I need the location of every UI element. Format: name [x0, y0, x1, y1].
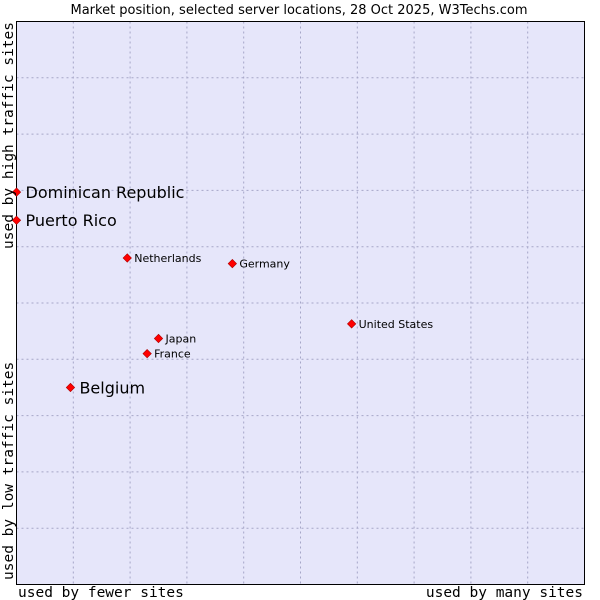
point-marker	[346, 319, 357, 329]
point-united-states[interactable]: United States	[346, 318, 434, 331]
point-label: Netherlands	[134, 252, 201, 265]
point-dominican-republic[interactable]: Dominican Republic	[11, 183, 185, 202]
point-marker	[65, 382, 76, 393]
point-label: Belgium	[79, 378, 145, 397]
point-label: Germany	[239, 258, 290, 271]
point-germany[interactable]: Germany	[227, 258, 290, 271]
grid	[16, 21, 585, 585]
point-label: France	[154, 348, 191, 361]
point-netherlands[interactable]: Netherlands	[122, 252, 202, 265]
x-axis-label-right: used by many sites	[426, 585, 583, 600]
data-points: Dominican Republic Puerto Rico Netherlands…	[11, 183, 434, 397]
y-axis-label-top: used by high traffic sites	[1, 22, 17, 249]
plot-area: Dominican Republic Puerto Rico Netherlands…	[11, 21, 585, 585]
point-marker	[11, 215, 22, 225]
point-marker	[122, 253, 132, 263]
point-japan[interactable]: Japan	[153, 332, 197, 345]
point-belgium[interactable]: Belgium	[65, 378, 145, 397]
point-marker	[11, 187, 22, 197]
point-marker	[227, 258, 237, 269]
plot-border	[16, 21, 585, 585]
point-label: Japan	[165, 332, 197, 345]
point-label: Dominican Republic	[26, 183, 185, 202]
point-puerto-rico[interactable]: Puerto Rico	[11, 211, 117, 230]
point-marker	[142, 349, 152, 359]
x-axis-label-left: used by fewer sites	[18, 585, 184, 600]
point-france[interactable]: France	[142, 348, 191, 361]
point-label: United States	[359, 318, 434, 331]
point-marker	[153, 333, 164, 344]
y-axis-label-bottom: used by low traffic sites	[1, 362, 17, 580]
point-label: Puerto Rico	[26, 211, 117, 230]
chart-title: Market position, selected server locatio…	[70, 3, 527, 18]
